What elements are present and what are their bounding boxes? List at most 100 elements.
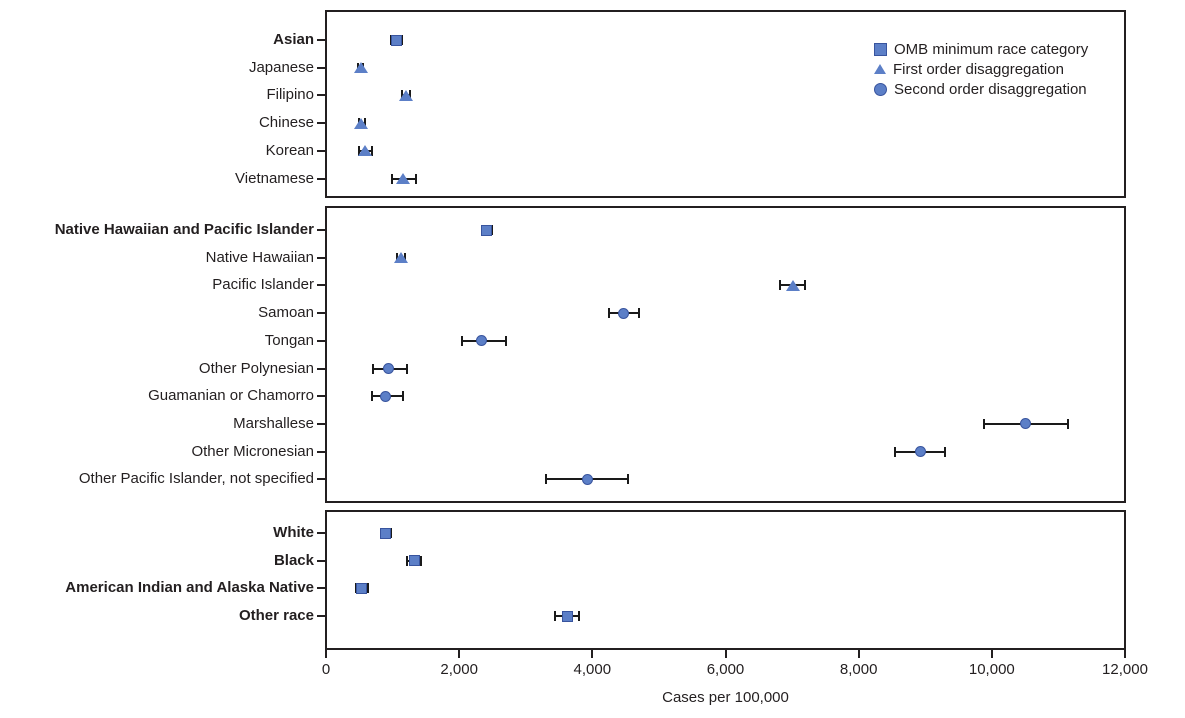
data-point-square: [356, 582, 368, 594]
panel-box-1: [325, 10, 1126, 198]
data-point-circle: [1019, 418, 1031, 430]
x-axis-title: Cases per 100,000: [662, 689, 789, 706]
x-axis-tick-label: 0: [321, 661, 331, 678]
legend-item-omb: OMB minimum race category: [874, 39, 1088, 59]
error-bar-cap-right: [804, 280, 807, 291]
data-point-triangle: [396, 173, 411, 184]
category-tick: [317, 478, 325, 481]
x-axis-tick: [857, 650, 860, 658]
error-bar-cap-right: [414, 173, 417, 184]
error-bar-cap-right: [405, 363, 408, 374]
row-label: Other Micronesian: [191, 442, 314, 460]
row-label: Filipino: [266, 86, 314, 104]
category-tick: [317, 422, 325, 425]
row-label: Marshallese: [233, 414, 314, 432]
x-axis-tick-label: 6,000: [706, 661, 745, 678]
error-bar-cap-left: [354, 583, 357, 594]
row-label: Chinese: [258, 114, 314, 132]
x-axis-tick: [591, 650, 594, 658]
error-bar-cap-left: [544, 474, 547, 485]
row-label: Other Pacific Islander, not specified: [78, 470, 314, 488]
x-axis-tick: [990, 650, 993, 658]
row-label: Tongan: [264, 331, 314, 349]
panel-box-2: [325, 206, 1126, 503]
legend-item-second-order: Second order disaggregation: [874, 79, 1088, 99]
x-axis-tick: [325, 650, 327, 658]
row-label: Vietnamese: [235, 169, 314, 187]
error-bar-cap-right: [420, 555, 423, 566]
error-bar-cap-right: [504, 335, 507, 346]
category-tick: [317, 395, 325, 398]
category-tick: [317, 177, 325, 180]
error-bar-cap-left: [554, 611, 557, 622]
data-point-triangle: [398, 89, 413, 101]
error-bar-cap-right: [401, 391, 404, 402]
error-bar-cap-right: [944, 446, 947, 457]
category-tick: [317, 559, 325, 562]
x-axis-tick-label: 12,000: [1102, 661, 1148, 678]
category-tick: [317, 450, 325, 453]
data-point-square: [409, 555, 421, 567]
row-label: American Indian and Alaska Native: [65, 579, 314, 597]
row-label: Asian: [273, 31, 314, 48]
x-axis-tick-label: 10,000: [968, 661, 1015, 678]
error-bar-cap-right: [578, 611, 581, 622]
x-axis-tick: [458, 650, 461, 658]
data-point-triangle: [785, 279, 800, 291]
category-tick: [317, 39, 325, 41]
category-tick: [317, 66, 325, 69]
legend-label: Second order disaggregation: [894, 80, 1087, 98]
row-label: Other Polynesian: [198, 359, 314, 377]
legend-label: OMB minimum race category: [894, 40, 1089, 58]
error-bar-cap-right: [1067, 418, 1070, 429]
x-axis-tick-label: 8,000: [839, 661, 878, 678]
category-tick: [317, 94, 325, 97]
category-tick: [317, 339, 325, 342]
error-bar-cap-left: [607, 308, 610, 319]
square-marker-icon: [874, 42, 887, 56]
row-label: Samoan: [258, 304, 314, 322]
category-tick: [317, 532, 325, 534]
circle-marker-icon: [874, 82, 887, 96]
category-tick: [317, 149, 325, 152]
error-bar-cap-left: [390, 173, 393, 184]
row-label: Native Hawaiian: [205, 248, 314, 266]
legend-item-first-order: First order disaggregation: [874, 59, 1088, 79]
category-tick: [317, 122, 325, 125]
data-point-triangle: [354, 117, 369, 129]
chart-legend: OMB minimum race category First order di…: [874, 39, 1088, 99]
data-point-circle: [383, 363, 395, 374]
x-axis-tick-label: 4,000: [573, 661, 612, 678]
data-point-square: [391, 34, 403, 46]
category-tick: [317, 229, 325, 231]
error-bar-cap-right: [627, 474, 630, 485]
legend-label: First order disaggregation: [893, 60, 1064, 78]
row-label: White: [273, 524, 314, 541]
x-axis-tick: [1124, 650, 1126, 658]
error-bar-cap-left: [982, 418, 985, 429]
data-point-circle: [380, 390, 392, 402]
row-label: Pacific Islander: [212, 276, 314, 294]
x-axis-tick-label: 2,000: [440, 661, 478, 678]
row-label: Native Hawaiian and Pacific Islander: [54, 221, 314, 238]
category-tick: [317, 367, 325, 370]
data-point-triangle: [394, 252, 409, 264]
data-point-circle: [476, 335, 488, 347]
data-point-triangle: [353, 62, 368, 74]
category-tick: [317, 587, 325, 590]
row-label: Guamanian or Chamorro: [148, 387, 314, 405]
row-label: Other race: [238, 607, 314, 625]
triangle-marker-icon: [874, 64, 886, 74]
data-point-triangle: [358, 145, 373, 157]
error-bar-cap-right: [366, 583, 369, 594]
error-bar-cap-left: [370, 391, 373, 402]
category-tick: [317, 256, 325, 259]
data-point-square: [380, 527, 392, 539]
x-axis-tick: [724, 650, 727, 658]
data-point-circle: [915, 446, 927, 458]
data-point-square: [562, 610, 574, 622]
data-point-circle: [618, 307, 630, 319]
error-bar-cap-left: [371, 363, 374, 374]
data-point-square: [480, 224, 492, 236]
